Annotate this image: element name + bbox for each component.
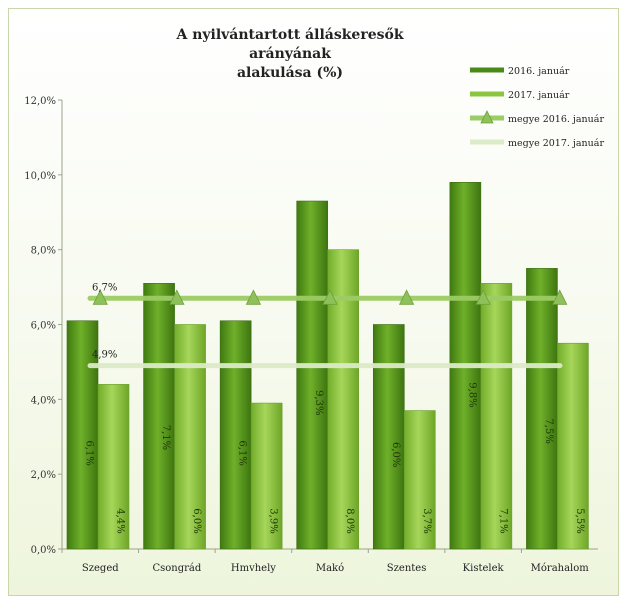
bar-2016: [143, 283, 175, 550]
legend-label: megye 2017. január: [508, 138, 604, 149]
triangle-marker: [322, 289, 338, 305]
triangle-marker: [92, 289, 108, 305]
data-label: 4,4%: [115, 508, 126, 533]
data-label: 7,1%: [160, 425, 171, 450]
legend-label: 2016. január: [508, 66, 570, 77]
y-tick-label: 6,0%: [31, 321, 56, 332]
y-tick-label: 2,0%: [31, 470, 56, 481]
bar-2017: [250, 402, 283, 550]
y-tick-label: 10,0%: [24, 171, 56, 182]
x-tick-label: Makó: [316, 563, 344, 574]
bar-2016: [296, 200, 329, 550]
x-tick-label: Szentes: [387, 563, 427, 574]
x-tick-label: Csongrád: [152, 563, 201, 574]
bar-2017: [97, 384, 130, 550]
bar-2017: [403, 410, 436, 550]
y-tick-label: 12,0%: [24, 96, 56, 107]
data-label: 6,1%: [237, 440, 248, 465]
chart-title-line-2: alakulása (%): [236, 65, 344, 81]
x-tick-label: Mórahalom: [531, 563, 590, 574]
legend-label: 2017. január: [508, 90, 570, 101]
data-label: 9,8%: [466, 382, 477, 407]
reference-line-label: 6,7%: [92, 282, 117, 293]
y-tick-label: 4,0%: [31, 395, 56, 406]
data-label: 5,5%: [574, 508, 585, 533]
bar-2016: [219, 320, 252, 550]
x-tick-label: Kistelek: [463, 563, 505, 574]
triangle-marker: [475, 289, 491, 305]
y-tick-label: 8,0%: [31, 246, 56, 257]
y-tick-label: 0,0%: [31, 545, 56, 556]
data-label: 6,0%: [390, 442, 401, 467]
data-label: 9,3%: [313, 390, 324, 415]
legend-label: megye 2016. január: [508, 114, 604, 125]
data-label: 7,5%: [543, 418, 554, 443]
data-label: 6,1%: [84, 440, 95, 465]
triangle-marker: [552, 289, 568, 305]
reference-line-label: 4,9%: [92, 350, 117, 361]
data-label: 7,1%: [497, 508, 508, 533]
bar-2017: [480, 283, 513, 550]
data-label: 3,9%: [268, 508, 279, 533]
data-label: 3,7%: [421, 508, 432, 533]
bar-2016: [526, 268, 558, 550]
chart-title: A nyilvántartott álláskeresők arányának …: [150, 26, 430, 83]
bar-2017: [557, 342, 589, 550]
chart-title-line-1: A nyilvántartott álláskeresők arányának: [176, 27, 404, 62]
x-tick-label: Hmvhely: [231, 563, 276, 574]
triangle-marker: [245, 289, 262, 305]
x-tick-label: Szeged: [82, 563, 119, 574]
bar-2016: [372, 324, 405, 550]
data-label: 8,0%: [344, 508, 355, 533]
data-label: 6,0%: [191, 508, 202, 533]
bar-2017: [174, 324, 206, 550]
triangle-marker: [398, 289, 415, 305]
legend-triangle-marker: [480, 110, 494, 124]
triangle-marker: [169, 289, 185, 305]
